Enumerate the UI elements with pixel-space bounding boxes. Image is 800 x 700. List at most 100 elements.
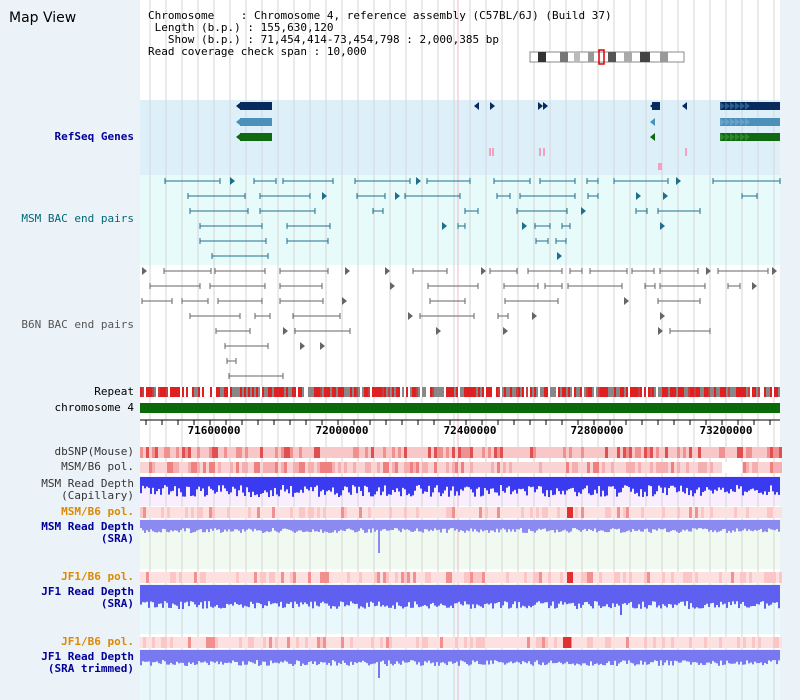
- msm-depth-capillary-bar: [690, 477, 692, 491]
- jf1-depth-sra-bar: [410, 585, 412, 608]
- jf1-b6-pol-cell: [509, 572, 512, 583]
- repeat-element: [730, 387, 732, 397]
- feature-arrow: [322, 192, 327, 200]
- jf1-depth-trimmed-bar: [248, 650, 250, 662]
- jf1-depth-trimmed-bar: [586, 650, 588, 666]
- msm-b6-pol-cell: [317, 462, 320, 473]
- track-label-b6n-bac[interactable]: B6N BAC end pairs: [21, 318, 134, 331]
- msm-depth-capillary-bar: [406, 477, 408, 496]
- msm-depth-sra-bar: [592, 520, 594, 532]
- jf1-b6-pol-cell: [341, 572, 344, 583]
- repeat-element: [366, 387, 368, 397]
- feature-arrow: [740, 102, 745, 110]
- jf1-b6-pol-cell: [587, 572, 590, 583]
- msm-b6-pol-sra-cell: [194, 507, 197, 518]
- msm-b6-pol-cell: [428, 462, 431, 473]
- msm-b6-pol-cell: [323, 462, 326, 473]
- dbsnp-cell: [410, 447, 413, 458]
- dbsnp-cell: [317, 447, 320, 458]
- feature-arrow: [752, 282, 757, 290]
- track-label-msm-b6-pol-1[interactable]: MSM/B6 pol.: [61, 460, 134, 473]
- msm-depth-sra-bar: [548, 520, 550, 531]
- msm-depth-sra-bar: [522, 520, 524, 533]
- msm-depth-capillary-bar: [340, 477, 342, 496]
- msm-b6-pol-sra-cell: [173, 507, 176, 518]
- repeat-element: [468, 387, 470, 397]
- msm-depth-capillary-bar: [230, 477, 232, 493]
- jf1-b6-pol-cell: [281, 572, 284, 583]
- jf1-depth-trimmed-bar: [528, 650, 530, 662]
- dbsnp-cell: [224, 447, 227, 458]
- msm-depth-sra-bar: [768, 520, 770, 529]
- jf1-depth-sra-bar: [476, 585, 478, 605]
- track-label-repeat[interactable]: Repeat: [94, 385, 134, 398]
- jf1-b6-pol-trimmed-cell: [689, 637, 692, 648]
- msm-depth-sra-bar: [608, 520, 610, 533]
- jf1-b6-pol-cell: [422, 572, 425, 583]
- jf1-depth-sra-bar: [448, 585, 450, 608]
- jf1-depth-trimmed-bar: [182, 650, 184, 663]
- repeat-element: [524, 387, 526, 397]
- repeat-element: [522, 387, 524, 397]
- jf1-depth-trimmed-bar: [734, 650, 736, 664]
- track-label-msm-b6-pol-2[interactable]: MSM/B6 pol.: [61, 505, 134, 518]
- jf1-b6-pol-trimmed-cell: [623, 637, 626, 648]
- jf1-b6-pol-trimmed-cell: [149, 637, 152, 648]
- jf1-b6-pol-cell: [410, 572, 413, 583]
- track-label-msm-depth-sra[interactable]: MSM Read Depth: [41, 520, 134, 533]
- msm-b6-pol-sra-cell: [626, 507, 629, 518]
- track-label-dbsnp[interactable]: dbSNP(Mouse): [54, 445, 134, 458]
- jf1-depth-sra-bar: [224, 585, 226, 608]
- msm-b6-pol-gap: [722, 462, 742, 473]
- track-label-jf1-depth-trimmed[interactable]: JF1 Read Depth: [41, 650, 134, 663]
- jf1-b6-pol-cell: [149, 572, 152, 583]
- repeat-element: [450, 387, 452, 397]
- repeat-element: [738, 387, 740, 397]
- feature-arrow: [522, 222, 527, 230]
- track-label-msm-bac[interactable]: MSM BAC end pairs: [21, 212, 134, 225]
- track-label-jf1-b6-pol-2[interactable]: JF1/B6 pol.: [61, 635, 134, 648]
- jf1-b6-pol-trimmed-cell: [713, 637, 716, 648]
- track-label-msm-depth-capillary[interactable]: MSM Read Depth: [41, 477, 134, 490]
- msm-depth-sra-bar: [564, 520, 566, 530]
- repeat-element: [234, 387, 236, 397]
- feature-arrow: [236, 118, 241, 126]
- msm-depth-sra-bar: [514, 520, 516, 532]
- msm-depth-sra-bar: [452, 520, 454, 529]
- msm-b6-pol-cell: [401, 462, 404, 473]
- jf1-b6-pol-cell: [413, 572, 416, 583]
- msm-depth-capillary-bar: [326, 477, 328, 492]
- jf1-depth-trimmed-bar: [218, 650, 220, 665]
- msm-depth-sra-bar: [296, 520, 298, 532]
- jf1-depth-trimmed-bar: [408, 650, 410, 663]
- msm-depth-sra-bar: [298, 520, 300, 531]
- msm-b6-pol-sra-cell: [335, 507, 338, 518]
- dbsnp-cell: [725, 447, 728, 458]
- jf1-b6-pol-cell: [455, 572, 458, 583]
- msm-depth-capillary-bar: [748, 477, 750, 491]
- jf1-depth-sra-bar: [172, 585, 174, 604]
- track-label-jf1-depth-sra[interactable]: JF1 Read Depth: [41, 585, 134, 598]
- msm-depth-sra-bar: [300, 520, 302, 531]
- track-label-refseq[interactable]: RefSeq Genes: [54, 130, 134, 143]
- msm-depth-capillary-bar: [760, 477, 762, 493]
- msm-depth-sra-bar: [470, 520, 472, 529]
- msm-b6-pol-sra-cell: [356, 507, 359, 518]
- msm-depth-capillary-bar: [512, 477, 514, 492]
- msm-depth-capillary-bar: [366, 477, 368, 487]
- jf1-depth-sra-bar: [660, 585, 662, 609]
- repeat-element: [494, 387, 496, 397]
- msm-b6-pol-sra-cell: [500, 507, 503, 518]
- track-label-chromosome[interactable]: chromosome 4: [54, 401, 134, 414]
- msm-depth-sra-bar: [396, 520, 398, 529]
- msm-depth-sra-bar: [200, 520, 202, 530]
- jf1-depth-trimmed-bar: [744, 650, 746, 665]
- msm-b6-pol-sra-cell: [611, 507, 614, 518]
- dbsnp-cell: [503, 447, 506, 458]
- jf1-depth-trimmed-bar: [612, 650, 614, 665]
- dbsnp-cell: [659, 447, 662, 458]
- track-label-jf1-b6-pol-1[interactable]: JF1/B6 pol.: [61, 570, 134, 583]
- jf1-depth-sra-bar: [230, 585, 232, 605]
- jf1-depth-sra-bar: [730, 585, 732, 606]
